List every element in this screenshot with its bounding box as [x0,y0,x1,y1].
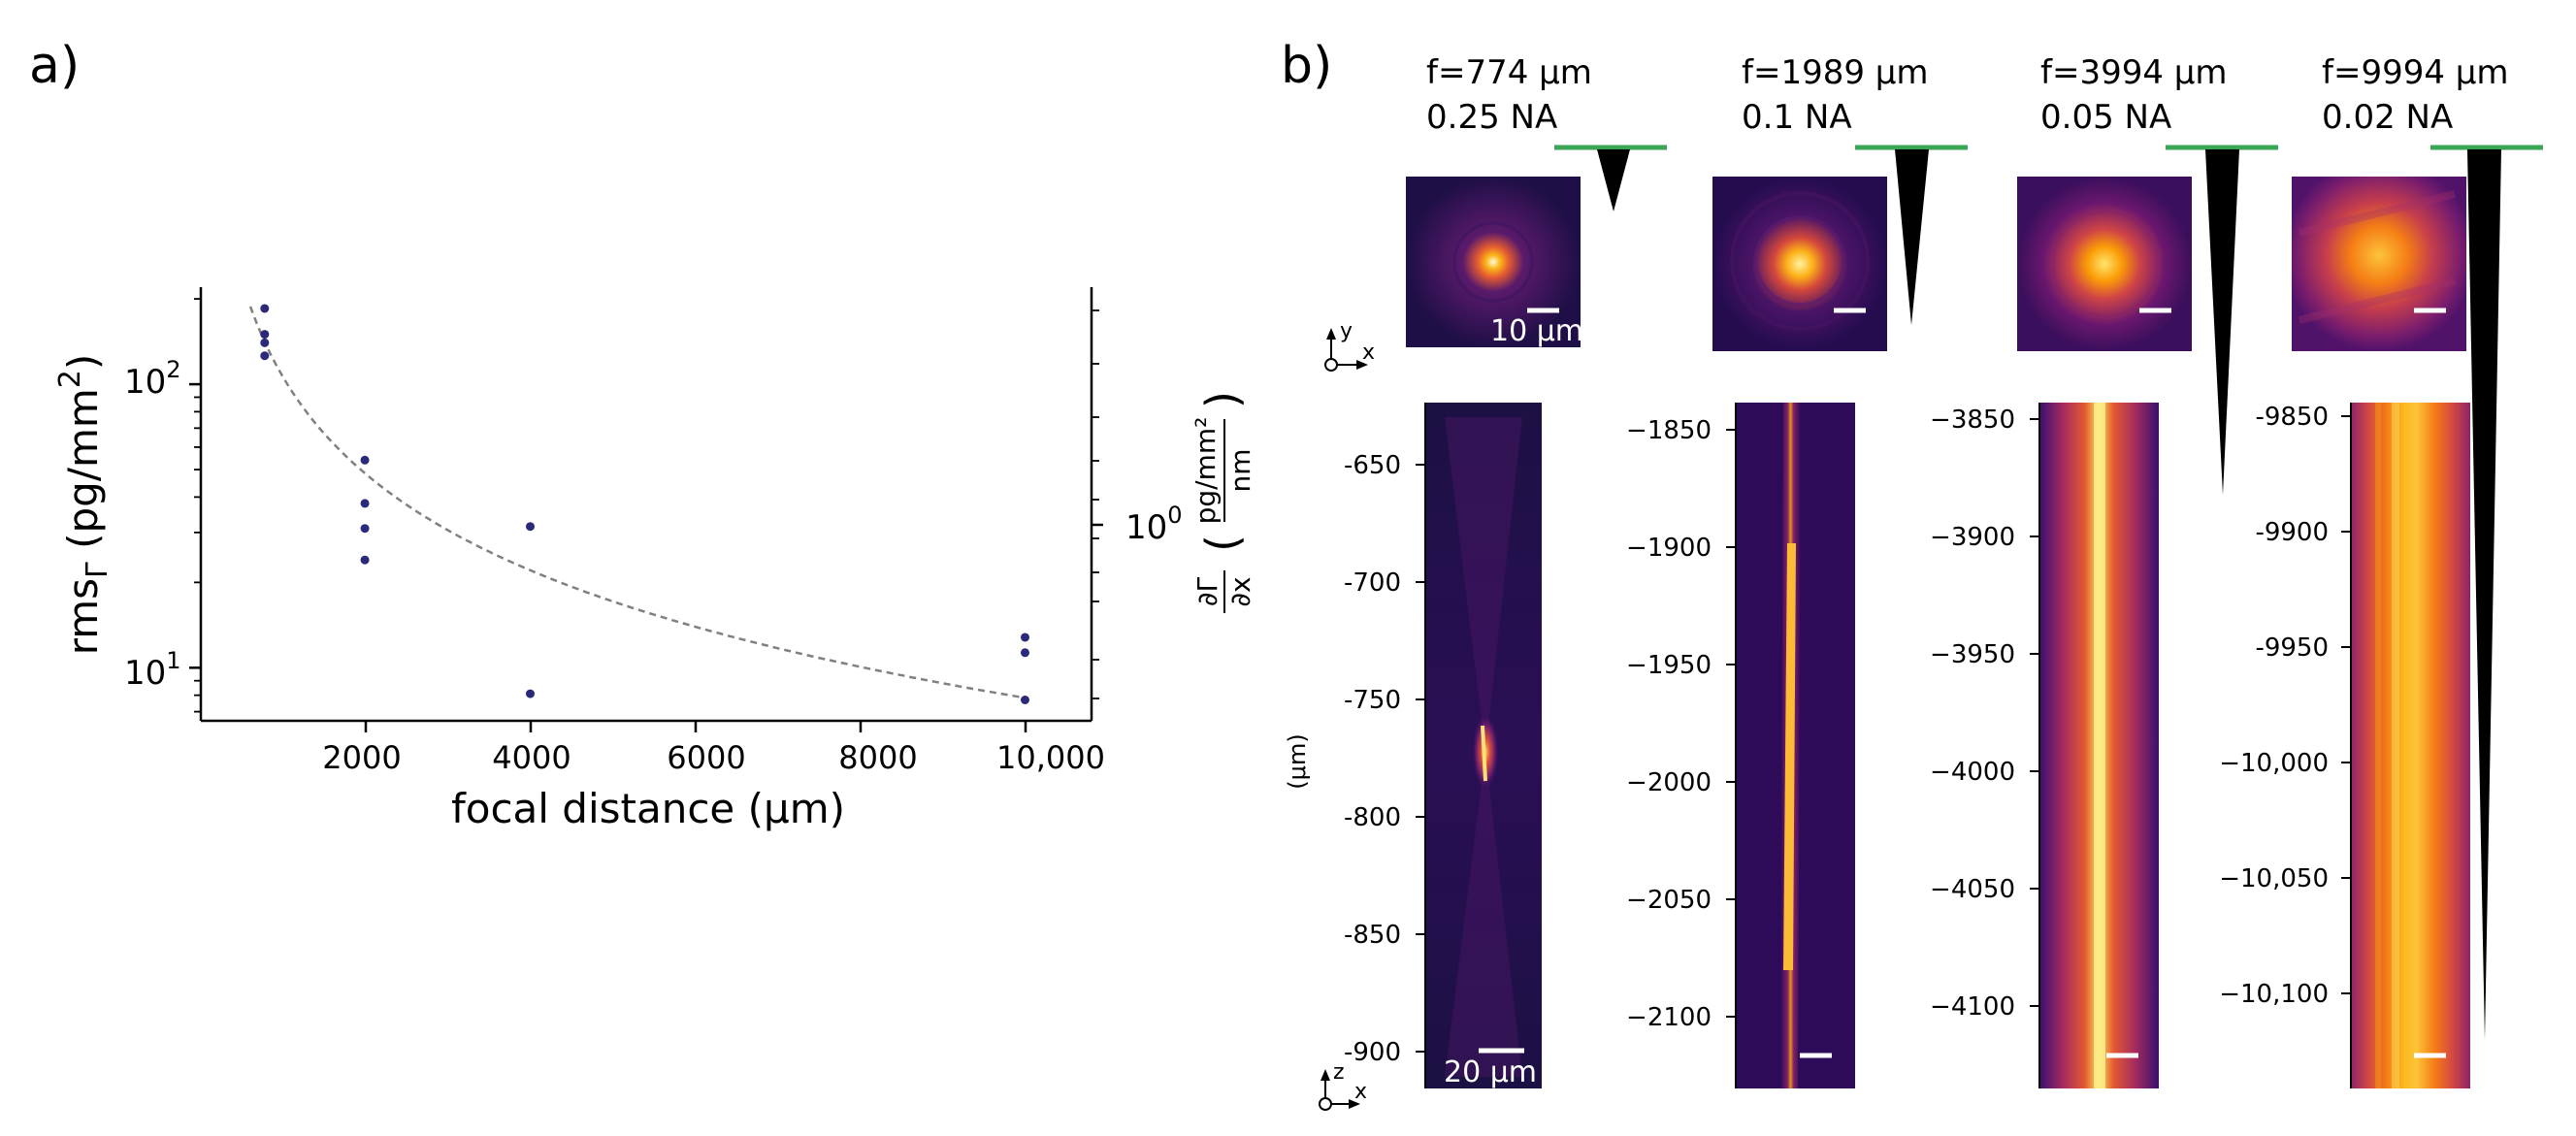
y-axis-label: rmsΓ (pg/mm2) [53,354,114,656]
chart-a: 102 101 2000 4000 6000 8000 10,000 focal… [53,287,1256,832]
xz1-tick-2: -750 [1344,686,1401,715]
lens-4-focal: f=9994 μm [2322,53,2509,92]
lens-2-na: 0.1 NA [1742,98,1852,137]
svg-text:pg/mm²: pg/mm² [1190,417,1222,525]
xtick-label-10000: 10,000 [996,739,1105,776]
lens-3-na: 0.05 NA [2040,98,2171,137]
xz-image-3 [2039,403,2159,1088]
xz4-tick-5: −10,100 [2219,980,2329,1009]
fit-curve [248,306,1027,699]
lens-2-focal: f=1989 μm [1742,53,1929,92]
data-point [260,304,270,313]
xz2-tick-0: −1850 [1626,416,1712,445]
x-axis-label: focal distance (μm) [451,785,845,832]
xy-image-4 [2292,177,2466,351]
fit-line [248,306,1027,699]
data-point [260,351,270,361]
xz2-tick-2: −1950 [1626,651,1712,680]
xz4-tick-1: -9900 [2255,518,2329,547]
data-points [260,304,1029,704]
data-point [1020,633,1029,642]
xz4-tick-0: -9850 [2255,403,2329,432]
xz4-tick-4: −10,050 [2219,864,2329,893]
xz3-tick-2: −3950 [1930,640,2015,669]
xz2-tick-3: −2000 [1626,768,1712,797]
lens-3-cone [2205,149,2239,495]
xz3-tick-5: −4100 [1930,992,2015,1022]
xy-image-3 [2017,177,2192,351]
svg-text:x: x [1362,341,1375,365]
xtick-label-4000: 4000 [492,739,571,776]
scalebar-bottom-label: 20 μm [1444,1055,1537,1089]
ytick-label-100: 102 [124,356,181,402]
lens-4-cone [2467,149,2501,1040]
svg-text:∂Γ: ∂Γ [1191,577,1223,606]
xz1-tick-5: -900 [1344,1038,1401,1067]
xz3-tick-1: −3900 [1930,523,2015,552]
svg-text:∂x: ∂x [1224,576,1256,606]
data-point [360,524,370,534]
lens-4-na: 0.02 NA [2322,98,2453,137]
svg-text:z: z [1333,1060,1345,1085]
xz-ticks [1416,415,2351,1053]
svg-text:): ) [1196,391,1249,408]
lens-1-na: 0.25 NA [1426,98,1557,137]
svg-text:y: y [1340,319,1353,343]
xz1-tick-4: -850 [1344,921,1401,950]
ytick-label-10: 101 [124,647,181,693]
data-point [525,689,535,698]
data-point [360,499,370,508]
data-point [260,338,270,347]
axis-triad-bottom: z x [1319,1060,1367,1111]
data-point [1020,648,1029,658]
panel-b-label: b) [1281,37,1332,95]
svg-text:nm: nm [1224,448,1256,492]
xz2-tick-5: −2100 [1626,1003,1712,1032]
svg-text:x: x [1354,1080,1367,1104]
scalebar-top-label: 10 μm [1490,314,1583,348]
data-point [360,555,370,565]
xz3-tick-4: −4050 [1930,875,2015,904]
data-point [1020,695,1029,704]
xz-image-1: 20 μm [1425,403,1542,1089]
xz4-tick-2: -9950 [2255,633,2329,663]
xz1-tick-1: -700 [1344,568,1401,598]
xz-axis-unit: (μm) [1284,733,1311,789]
panel-a-label: a) [29,37,80,95]
xy-image-1: 10 μm [1406,177,1583,348]
xz-image-4 [2351,403,2470,1088]
xz-image-2 [1736,403,1855,1088]
lens-1-focal: f=774 μm [1426,53,1592,92]
y2tick-label: 100 [1125,502,1183,547]
data-point [360,455,370,465]
xtick-label-2000: 2000 [322,739,401,776]
svg-text:(: ( [1196,535,1249,552]
xz1-tick-3: -800 [1344,803,1401,832]
lens-3-focal: f=3994 μm [2040,53,2228,92]
xtick-label-6000: 6000 [667,739,745,776]
lens-1-cone [1597,149,1630,211]
xtick-label-8000: 8000 [838,739,917,776]
xz2-tick-4: −2050 [1626,886,1712,915]
lens-2-cone [1895,149,1929,325]
xz2-tick-1: −1900 [1626,534,1712,563]
data-point [260,330,270,340]
axis-triad-top: y x [1324,319,1375,372]
xz1-tick-0: -650 [1344,451,1401,480]
axis-ticks [189,298,1103,732]
y2-axis-label: ∂Γ ∂x ( pg/mm² nm ) [1190,391,1256,613]
xy-image-2 [1712,177,1887,351]
xz3-tick-0: −3850 [1930,406,2015,435]
data-point [525,522,535,532]
xz3-tick-3: −4000 [1930,758,2015,787]
xz4-tick-3: −10,000 [2219,749,2329,778]
